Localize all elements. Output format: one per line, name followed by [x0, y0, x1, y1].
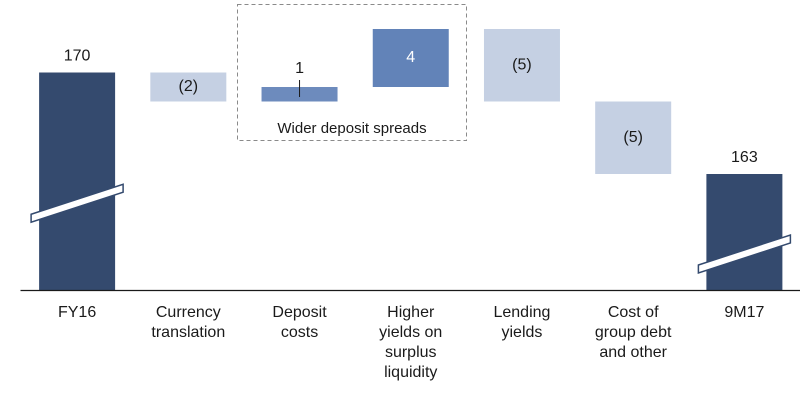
x-tick-label: Higher yields on surplus liquidity [379, 304, 442, 381]
axis-break [30, 183, 124, 224]
value-label: (5) [512, 56, 532, 73]
bar [483, 29, 560, 102]
x-tick-label: Cost of group debt and other [595, 304, 672, 361]
annotation-box [237, 4, 467, 141]
x-tick-label: Deposit costs [272, 304, 327, 341]
x-tick-label: Lending yields [493, 304, 550, 341]
x-tick-label: 9M17 [724, 304, 764, 321]
value-label: 4 [406, 49, 415, 66]
bar [372, 29, 449, 87]
value-label: (2) [179, 78, 199, 95]
bar [150, 72, 227, 102]
x-tick-label: Currency translation [151, 304, 225, 341]
value-label: 163 [731, 149, 758, 166]
value-label: (5) [623, 129, 643, 146]
axis-break [697, 233, 792, 275]
x-tick-label: FY16 [58, 304, 96, 321]
bar [595, 101, 672, 174]
value-label: 1 [295, 60, 304, 77]
bar [39, 72, 116, 290]
annotation: Wider deposit spreads [277, 120, 426, 137]
bar [706, 174, 783, 290]
value-label: 170 [64, 48, 91, 65]
